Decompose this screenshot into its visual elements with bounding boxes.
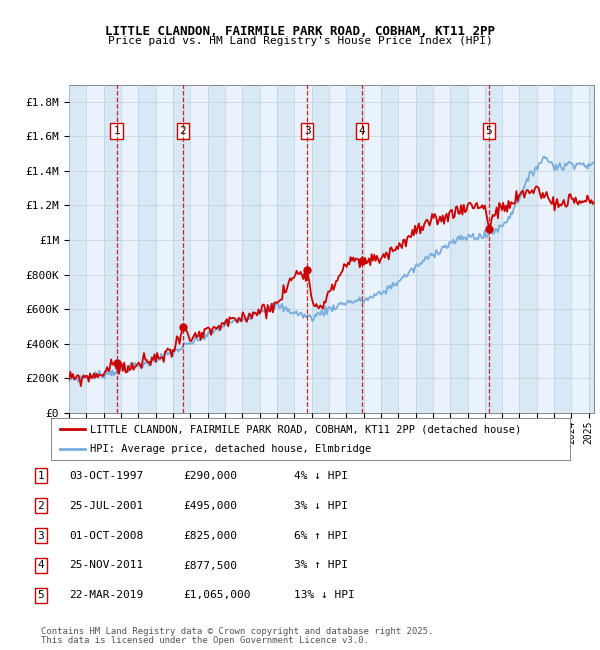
Text: 2: 2 (179, 126, 186, 136)
Text: 3: 3 (304, 126, 311, 136)
Text: 25-NOV-2011: 25-NOV-2011 (69, 560, 143, 571)
Bar (260, 84, 277, 413)
Text: 25-JUL-2001: 25-JUL-2001 (69, 500, 143, 511)
Text: LITTLE CLANDON, FAIRMILE PARK ROAD, COBHAM, KT11 2PP (detached house): LITTLE CLANDON, FAIRMILE PARK ROAD, COBH… (90, 424, 521, 434)
Bar (173, 84, 190, 413)
Text: 3: 3 (37, 530, 44, 541)
Bar (571, 84, 589, 413)
Bar (311, 84, 329, 413)
Text: £825,000: £825,000 (183, 530, 237, 541)
Text: Contains HM Land Registry data © Crown copyright and database right 2025.: Contains HM Land Registry data © Crown c… (41, 627, 433, 636)
Text: 03-OCT-1997: 03-OCT-1997 (69, 471, 143, 481)
Text: £495,000: £495,000 (183, 500, 237, 511)
Text: 3% ↑ HPI: 3% ↑ HPI (294, 560, 348, 571)
Text: 3% ↓ HPI: 3% ↓ HPI (294, 500, 348, 511)
Text: LITTLE CLANDON, FAIRMILE PARK ROAD, COBHAM, KT11 2PP: LITTLE CLANDON, FAIRMILE PARK ROAD, COBH… (105, 25, 495, 38)
Bar (416, 84, 433, 413)
Bar (554, 84, 571, 413)
Text: 22-MAR-2019: 22-MAR-2019 (69, 590, 143, 601)
Text: 4% ↓ HPI: 4% ↓ HPI (294, 471, 348, 481)
Bar (502, 84, 520, 413)
Bar (139, 84, 155, 413)
Text: 6% ↑ HPI: 6% ↑ HPI (294, 530, 348, 541)
Text: £1,065,000: £1,065,000 (183, 590, 251, 601)
Bar (467, 84, 485, 413)
Text: HPI: Average price, detached house, Elmbridge: HPI: Average price, detached house, Elmb… (90, 444, 371, 454)
Text: 5: 5 (485, 126, 492, 136)
Bar (190, 84, 208, 413)
Bar (277, 84, 294, 413)
Text: 4: 4 (358, 126, 365, 136)
Bar (398, 84, 416, 413)
Bar (294, 84, 311, 413)
Bar (364, 84, 381, 413)
Bar (520, 84, 537, 413)
Text: 2: 2 (37, 500, 44, 511)
Bar (346, 84, 364, 413)
Text: This data is licensed under the Open Government Licence v3.0.: This data is licensed under the Open Gov… (41, 636, 368, 645)
Text: 4: 4 (37, 560, 44, 571)
Bar (69, 84, 86, 413)
Bar (104, 84, 121, 413)
Bar (225, 84, 242, 413)
Text: 01-OCT-2008: 01-OCT-2008 (69, 530, 143, 541)
Bar (329, 84, 346, 413)
Text: £877,500: £877,500 (183, 560, 237, 571)
Bar (242, 84, 260, 413)
Bar (86, 84, 104, 413)
Bar (121, 84, 139, 413)
Bar (433, 84, 450, 413)
Bar (450, 84, 467, 413)
Text: 1: 1 (113, 126, 120, 136)
Text: 13% ↓ HPI: 13% ↓ HPI (294, 590, 355, 601)
Text: Price paid vs. HM Land Registry's House Price Index (HPI): Price paid vs. HM Land Registry's House … (107, 36, 493, 46)
Text: 1: 1 (37, 471, 44, 481)
Bar (537, 84, 554, 413)
Text: 5: 5 (37, 590, 44, 601)
Bar (381, 84, 398, 413)
Bar (155, 84, 173, 413)
Bar (589, 84, 600, 413)
Bar (485, 84, 502, 413)
Text: £290,000: £290,000 (183, 471, 237, 481)
Bar (208, 84, 225, 413)
